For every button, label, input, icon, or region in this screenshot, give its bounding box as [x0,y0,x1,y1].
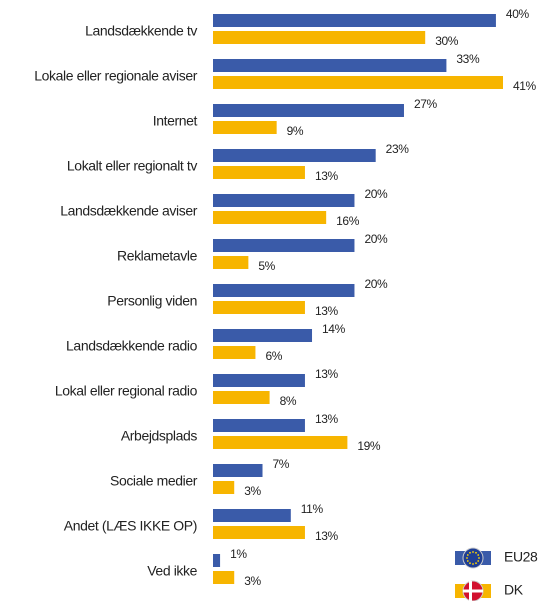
value-label: 13% [315,367,339,381]
legend-flag-cross [463,589,483,593]
value-label: 3% [244,574,261,588]
legend-flag-star [475,562,477,565]
value-label: 1% [230,547,247,561]
value-label: 20% [364,277,388,291]
category-label: Reklametavle [117,248,198,264]
bar [213,554,221,567]
legend-flag-star [466,554,469,556]
value-label: 13% [315,529,339,543]
value-label: 19% [357,439,381,453]
bar [213,59,447,72]
legend-flag-star [477,560,480,562]
bar [213,509,291,522]
bar [213,464,263,477]
category-label: Landsdækkende tv [85,23,197,39]
bar [213,526,305,539]
value-label: 14% [322,322,346,336]
category-label: Andet (LÆS IKKE OP) [64,518,197,534]
bar [213,194,355,207]
bar [213,31,426,44]
legend-flag-star [469,562,471,565]
value-label: 20% [364,232,388,246]
value-label: 23% [386,142,410,156]
value-label: 33% [456,52,480,66]
category-label: Arbejdsplads [121,428,198,444]
category-label: Ved ikke [147,563,197,579]
legend-flag-star [478,557,480,559]
bar [213,14,496,27]
bar [213,284,355,297]
bar [213,301,305,314]
bar [213,481,235,494]
legend-flag-star [475,551,477,554]
value-label: 41% [513,79,537,93]
bar [213,149,376,162]
bar [213,121,277,134]
bar [213,329,313,342]
bar [213,256,249,269]
category-label: Landsdækkende aviser [60,203,197,219]
bar [213,104,404,117]
value-label: 8% [280,394,297,408]
bar [213,239,355,252]
legend-flag-star [466,557,468,559]
category-label: Personlig viden [107,293,197,309]
category-label: Internet [153,113,198,129]
legend-label: DK [504,582,524,598]
legend-flag-star [477,554,480,556]
bar [213,346,256,359]
legend-flag-star [469,551,471,554]
legend-flag-star [466,560,469,562]
category-label: Lokal eller regional radio [55,383,198,399]
value-label: 20% [364,187,388,201]
value-label: 11% [301,502,324,516]
legend-flag-cross [469,581,472,601]
bar [213,374,305,387]
bar [213,76,503,89]
category-label: Landsdækkende radio [66,338,198,354]
value-label: 16% [336,214,360,228]
value-label: 7% [273,457,290,471]
bar [213,571,235,584]
bar [213,211,327,224]
value-label: 5% [258,259,275,273]
bar [213,419,305,432]
value-label: 6% [265,349,282,363]
value-label: 13% [315,412,339,426]
category-label: Sociale medier [110,473,198,489]
value-label: 9% [287,124,304,138]
bar [213,436,348,449]
legend-item: EU28 [455,547,538,569]
value-label: 13% [315,169,339,183]
category-label: Lokalt eller regionalt tv [67,158,197,174]
legend-flag-star [472,563,474,565]
category-label: Lokale eller regionale aviser [34,68,197,84]
legend-flag-star [472,551,474,553]
value-label: 30% [435,34,459,48]
value-label: 3% [244,484,261,498]
value-label: 40% [506,7,530,21]
bar [213,166,305,179]
legend-item: DK [455,580,524,601]
legend-label: EU28 [504,549,538,565]
value-label: 13% [315,304,339,318]
legend-flag [462,547,484,569]
value-label: 27% [414,97,438,111]
bar [213,391,270,404]
